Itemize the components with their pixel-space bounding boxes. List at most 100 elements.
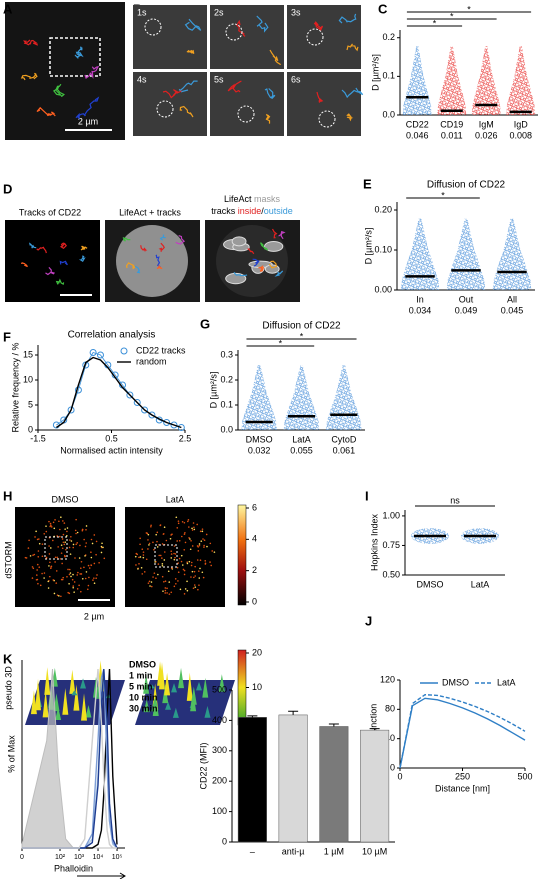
track (278, 230, 286, 240)
localization (186, 562, 189, 565)
localization (152, 576, 154, 578)
dot-cloud (506, 46, 536, 115)
localization (67, 568, 69, 571)
localization (68, 568, 71, 571)
localization (63, 543, 66, 546)
localization (80, 560, 83, 563)
localization (204, 560, 207, 562)
peak (218, 674, 225, 692)
localization (98, 561, 100, 564)
tracking-circle (237, 105, 255, 123)
colorbar-tick-label: 4 (252, 534, 257, 544)
legend-label: 5 min (129, 681, 153, 691)
localization (50, 524, 52, 527)
point (67, 406, 75, 414)
peak (152, 695, 159, 716)
track (271, 228, 278, 239)
localization (162, 533, 165, 535)
track (162, 89, 182, 99)
localization (192, 522, 195, 524)
localization (85, 571, 88, 573)
localization (152, 541, 154, 544)
localization (80, 567, 82, 570)
significance-label: * (433, 18, 437, 28)
y-tick-label: 0.20 (374, 204, 392, 214)
frame-image (287, 5, 361, 69)
localization (196, 523, 198, 526)
micrograph (5, 220, 100, 302)
localization (47, 580, 50, 583)
track (159, 234, 166, 241)
localization (142, 551, 145, 553)
localization (32, 554, 34, 556)
localization (190, 576, 192, 578)
track (80, 245, 88, 251)
localization (174, 556, 176, 559)
localization (85, 525, 88, 527)
localization (62, 576, 65, 579)
image-title: tracks inside/outside (211, 206, 293, 216)
localization (156, 546, 159, 548)
localization (177, 580, 179, 582)
peak (143, 674, 150, 694)
localization (93, 562, 96, 565)
median-label: 0.008 (509, 130, 532, 140)
localization (163, 526, 166, 529)
localization (48, 545, 50, 547)
localization (176, 527, 179, 529)
y-tick-label: 120 (380, 674, 395, 684)
peak (55, 707, 62, 721)
localization (179, 588, 182, 591)
localization (96, 574, 98, 576)
x-tick-label: anti-µ (282, 846, 305, 856)
localization (190, 564, 193, 567)
localization (155, 577, 157, 579)
localization (56, 594, 59, 597)
x-tick-label: 2.5 (179, 433, 192, 443)
localization (31, 577, 34, 579)
x-tick-label: 10⁵ (112, 854, 123, 861)
median-label: 0.049 (455, 305, 478, 315)
x-axis-label: Phalloidin (54, 863, 93, 873)
localization (183, 593, 186, 595)
localization (176, 540, 178, 542)
y-tick-label: 0.2 (382, 32, 395, 42)
localization (69, 539, 71, 541)
localization (54, 561, 56, 563)
localization (78, 557, 81, 559)
localization (183, 573, 186, 576)
dot-cloud (437, 46, 467, 115)
localization (74, 529, 77, 532)
x-tick-label: 0 (20, 854, 24, 861)
localization (37, 556, 40, 558)
localization (72, 586, 75, 589)
track (36, 246, 47, 254)
localization (50, 565, 53, 568)
panel-label: J (365, 613, 372, 628)
x-axis-label: Distance [nm] (435, 783, 490, 793)
localization (164, 589, 167, 592)
x-tick-label: 10³ (74, 854, 85, 861)
cell (216, 225, 288, 297)
localization (38, 538, 40, 540)
significance-label: * (450, 11, 454, 21)
panel-label: C (378, 1, 388, 16)
legend-label: CD22 tracks (136, 345, 186, 355)
x-tick-label: DMSO (417, 579, 444, 589)
localization (35, 579, 38, 581)
colorbar-tick-label: 20 (252, 647, 262, 657)
x-tick-label: 10 µM (362, 846, 387, 856)
localization (161, 557, 163, 559)
localization (41, 572, 43, 575)
localization (58, 595, 60, 597)
localization (92, 579, 94, 581)
localization (36, 569, 38, 571)
localization (150, 524, 152, 527)
localization (72, 546, 75, 549)
x-tick-label: LatA (292, 434, 311, 444)
localization (139, 537, 141, 540)
panel-label: A (3, 1, 13, 16)
colorbar (237, 649, 247, 726)
localization (138, 562, 140, 565)
localization (84, 555, 86, 557)
